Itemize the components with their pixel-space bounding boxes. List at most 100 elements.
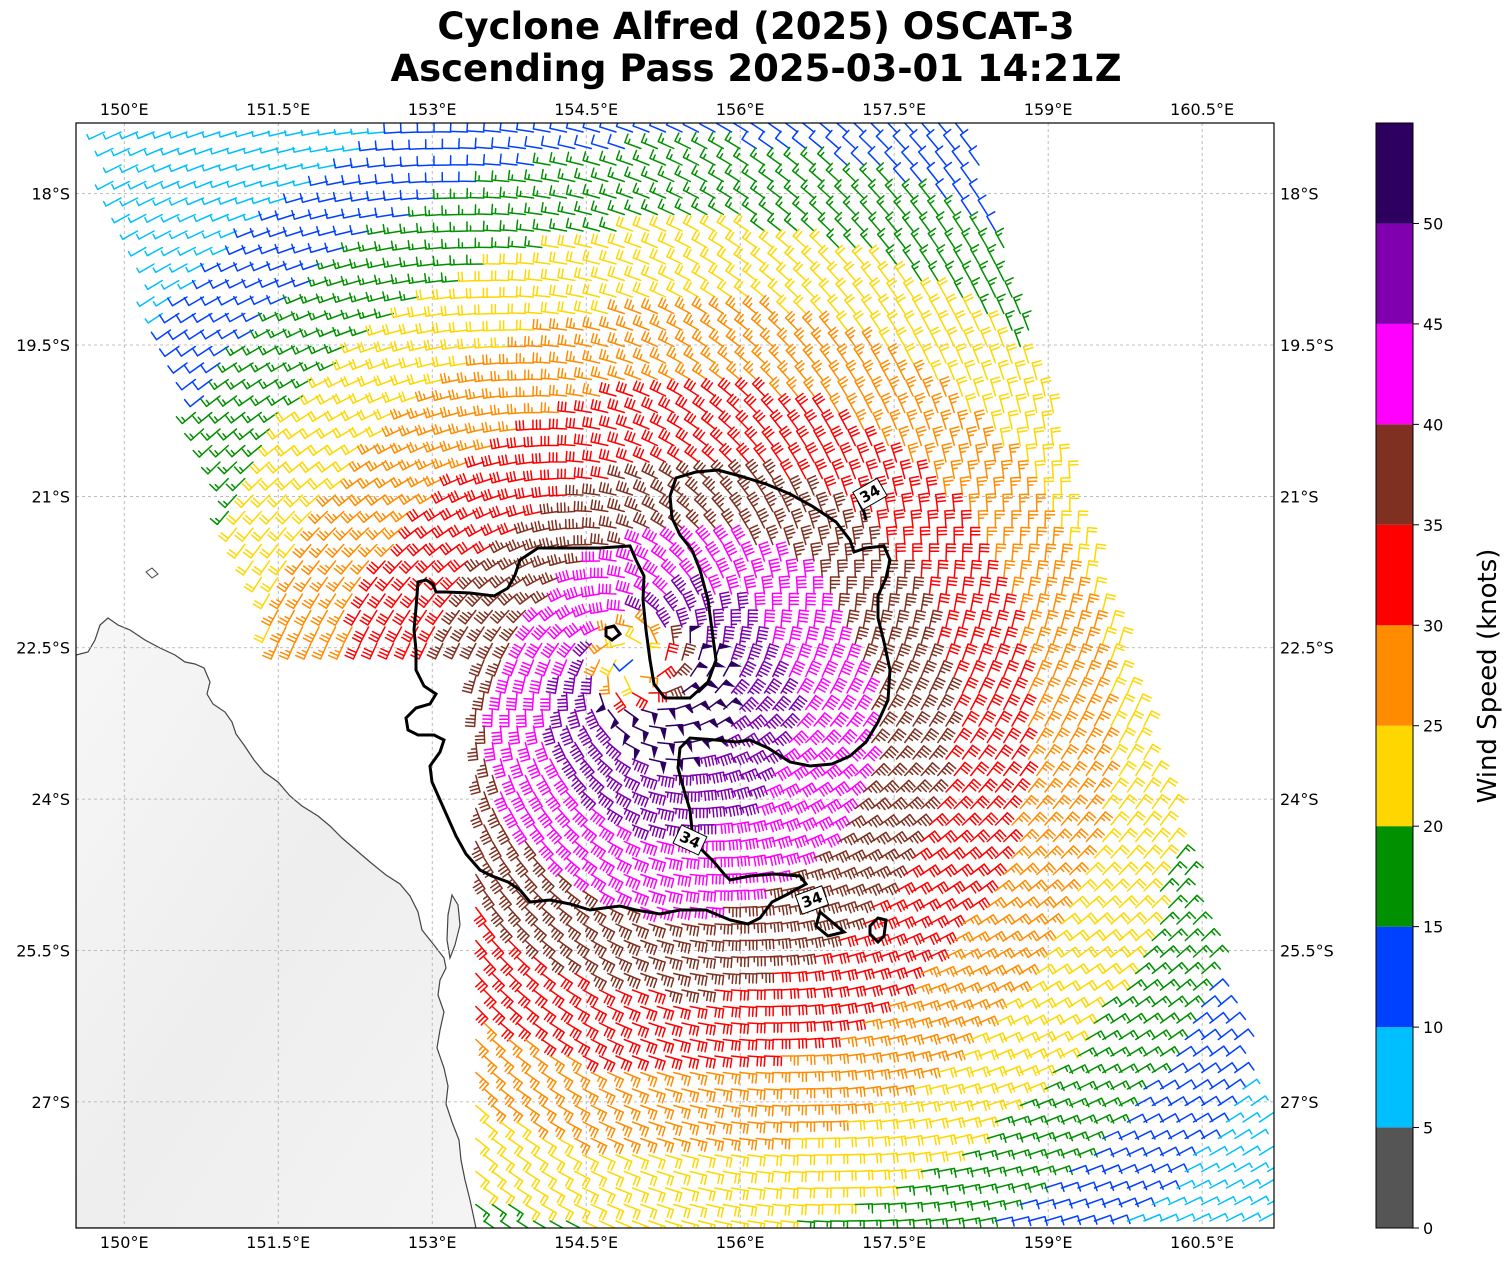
wind-barb [648,824,667,840]
wind-barb [917,145,931,166]
wind-barb [606,599,626,612]
wind-barb [640,363,659,381]
wind-barb [251,130,271,138]
wind-barb [664,685,686,699]
wind-barb [391,576,411,592]
wind-barb [574,1170,591,1188]
wind-barb [792,261,807,282]
wind-barb [615,348,634,364]
wind-barb [465,287,485,299]
wind-barb [928,1151,949,1163]
wind-barb [767,245,782,265]
wind-barb [1003,862,1024,876]
wind-barb [258,210,279,221]
wind-barb [1118,794,1138,810]
wind-barb [590,266,609,282]
wind-barb [656,1137,675,1153]
wind-barb [192,378,213,391]
wind-barb [1036,929,1057,942]
wind-barb [562,675,576,695]
wind-barb [673,1104,691,1120]
wind-barb [640,231,659,249]
contour-34kt-inner-loop [604,624,623,642]
wind-barb [1003,761,1022,777]
wind-barb [278,642,296,660]
chart-title: Cyclone Alfred (2025) OSCAT-3 Ascending … [0,6,1512,90]
wind-barb [624,529,642,546]
wind-barb [829,677,848,694]
wind-barb [340,309,362,320]
wind-barb [714,679,736,694]
wind-barb [862,711,882,727]
wind-barb [349,527,370,541]
wind-barb [582,1121,599,1139]
wind-barb [697,1154,716,1169]
wind-barb [648,1055,666,1071]
wind-barb [879,916,900,930]
wind-barb [397,459,419,471]
wind-barb [373,274,395,285]
wind-barb [574,972,591,991]
wind-barb [564,518,584,530]
wind-barb [1234,1162,1253,1173]
wind-barb [733,311,749,331]
wind-barb [899,459,912,480]
wind-barb [1019,794,1039,810]
wind-barb [1093,979,1115,991]
wind-barb [607,365,626,381]
wind-barb [708,295,725,315]
wind-barb [201,230,221,239]
wind-barb [780,954,800,966]
wind-barb [136,263,155,274]
wind-barb [516,1022,532,1042]
wind-barb [739,768,760,783]
wind-barb [763,1187,783,1200]
wind-barb [175,411,197,425]
wind-barb [1267,1200,1274,1206]
wind-barb [871,762,891,777]
wind-barb [903,310,915,331]
wind-barb [282,226,304,237]
wind-barb [776,294,791,315]
wind-barb [749,147,766,166]
wind-barb [747,678,766,695]
wind-barb [1135,1063,1156,1074]
wind-barb [315,327,337,338]
wind-barb [1250,1128,1269,1140]
wind-barb [530,555,551,568]
wind-barb [549,989,565,1008]
wind-barb [1184,1162,1204,1173]
wind-barb [440,272,461,283]
wind-barb [666,346,683,364]
wind-barb [522,692,535,711]
wind-barb [482,253,502,265]
wind-barb [1069,963,1090,975]
wind-barb [1077,1114,1098,1125]
wind-barb [937,660,954,678]
wind-barb [373,341,395,353]
wind-barb [573,500,593,513]
wind-barb [945,1150,966,1162]
wind-barb [867,178,881,199]
wind-barb [459,642,477,660]
wind-barb [482,320,502,332]
wind-barb [598,1121,616,1139]
wind-barb [564,552,584,565]
wind-barb [471,840,485,862]
wind-barb [483,741,496,762]
wind-barb [970,1200,990,1211]
wind-barb [532,956,548,976]
wind-barb [953,593,967,612]
wind-barb [904,830,925,844]
wind-barb [640,774,658,791]
wind-barb [563,791,579,812]
wind-barb [808,130,824,150]
wind-barb [683,312,700,331]
wind-barb [783,212,799,232]
wind-barb [691,263,708,282]
wind-barb [656,972,675,988]
wind-barb [920,1100,941,1113]
wind-barb [1176,1213,1196,1222]
wind-barb [144,213,164,223]
wind-barb [945,812,966,826]
